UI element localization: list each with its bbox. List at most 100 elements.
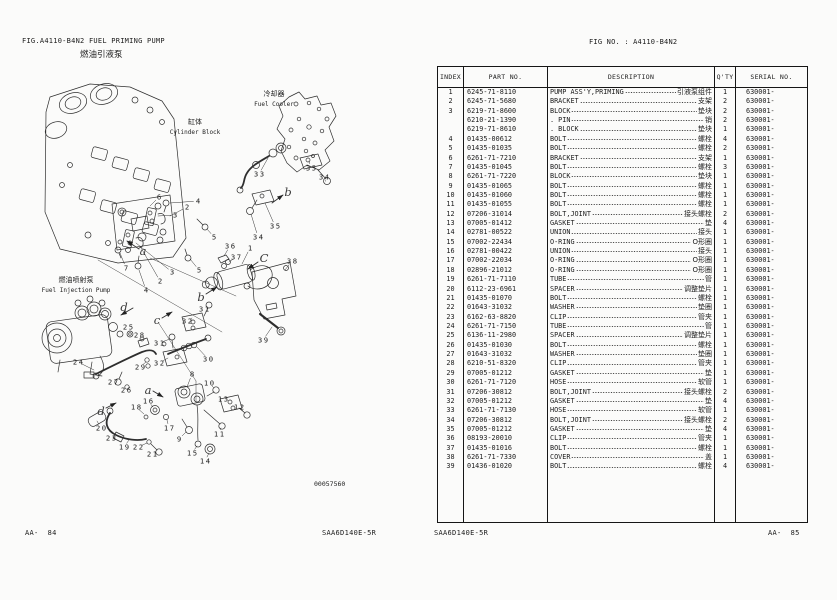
- part-callout: 32: [153, 358, 166, 368]
- leader-dots: [575, 425, 704, 435]
- description-cell: SPACER 调整垫片: [548, 284, 715, 294]
- leader-dots: [575, 266, 692, 275]
- part-callout: 2: [184, 202, 191, 212]
- header-qty: Q'TY: [715, 67, 736, 87]
- leader-dots: [567, 462, 697, 472]
- leader-dots: [567, 144, 697, 154]
- junction-art: [87, 383, 251, 456]
- table-row: 1 6245-71-8110 PUMP ASS'Y,PRIMING 引液泵组件 1 630…: [438, 88, 807, 98]
- part-callout: 3: [172, 210, 179, 220]
- description-cell: BOLT 螺栓: [548, 190, 715, 201]
- section-letter: d: [120, 300, 128, 314]
- table-row: 5 01435-01035 BOLT 螺栓 2 630001-: [438, 144, 807, 154]
- leader-dots: [567, 181, 697, 191]
- table-row: 15 07002-22434 O-RING O形圈 1 630001-: [438, 237, 807, 248]
- section-letter: c: [153, 313, 161, 327]
- description-cell: BLOCK 垫块: [548, 106, 715, 117]
- description-cell: HOSE 软管: [548, 378, 715, 388]
- table-row: 10 01435-01060 BOLT 螺栓 1 630001-: [438, 190, 807, 201]
- part-callout: 32: [181, 316, 194, 326]
- cylinder-block-label-en: Cylinder Block: [169, 128, 221, 136]
- table-row: 6219-71-8610. BLOCK 垫块 1 630001-: [438, 125, 807, 135]
- leader-dots: [567, 163, 697, 173]
- description-cell: O-RING O形圈: [548, 265, 715, 276]
- table-row: 6 6261-71-7210 BRACKET 支架 1 630001-: [438, 153, 807, 163]
- section-letter: a: [139, 244, 147, 258]
- description-cell: BOLT 螺栓: [548, 134, 715, 145]
- part-callout: 37: [230, 252, 243, 262]
- description-cell: UNION 接头: [548, 247, 715, 257]
- part-callout: 11: [213, 429, 226, 439]
- description-cell: BOLT 螺栓: [548, 162, 715, 173]
- part-callout: 23: [105, 433, 118, 443]
- leader-dots: [567, 406, 697, 416]
- plate-6-art: [111, 194, 176, 251]
- table-row: 24 6261-71-7150 TUBE 管 1 630001-: [438, 321, 807, 332]
- part-callout: 18: [130, 402, 143, 412]
- part-callout: 33: [253, 169, 266, 179]
- description-cell: UNION 接头: [548, 228, 715, 238]
- bracket-38-art: [251, 261, 297, 336]
- injection-pump-art: [41, 295, 124, 379]
- left-page-number: AA- 84: [25, 529, 57, 537]
- table-row: 29 07005-01212 GASKET 垫 1 630001-: [438, 368, 807, 379]
- header-part-no: PART NO.: [464, 67, 548, 87]
- part-callout: 35: [269, 221, 282, 231]
- leader-dots: [575, 331, 683, 341]
- description-cell: BOLT 螺栓: [548, 181, 715, 191]
- part-callout: 35: [305, 163, 318, 173]
- leader-dots: [567, 275, 704, 285]
- table-row: 39 01436-01020 BOLT 螺栓 4 630001-: [438, 462, 807, 472]
- part-callout: 22: [132, 442, 145, 452]
- description-cell: O-RING O形圈: [548, 256, 715, 266]
- description-cell: BOLT 螺栓: [548, 200, 715, 210]
- description-cell: COVER 盖: [548, 453, 715, 463]
- section-letter: d: [97, 404, 105, 418]
- part-callout: 1: [247, 243, 254, 253]
- part-callout: 30: [202, 354, 215, 364]
- leader-dots: [567, 191, 697, 201]
- description-cell: . BLOCK 垫块: [548, 125, 715, 135]
- figure-title-cn: 燃油引液泵: [80, 50, 123, 60]
- table-row: 21 01435-01070 BOLT 螺栓 1 630001-: [438, 293, 807, 304]
- table-row: 22 01643-31032 WASHER 垫圈 1 630001-: [438, 303, 807, 313]
- description-cell: BOLT,JOINT 接头螺栓: [548, 209, 715, 220]
- part-callout: 14: [199, 456, 212, 466]
- description-cell: GASKET 垫: [548, 396, 715, 407]
- description-cell: BOLT 螺栓: [548, 340, 715, 351]
- table-row: 11 01435-01055 BOLT 螺栓 1 630001-: [438, 200, 807, 210]
- leader-dots: [591, 415, 683, 425]
- leader-dots: [575, 237, 692, 247]
- table-row: 38 6261-71-7330 COVER 盖 1 630001-: [438, 453, 807, 463]
- part-callout: 34: [252, 232, 265, 242]
- table-row: 3 6219-71-8600 BLOCK 垫块 2 630001-: [438, 106, 807, 117]
- section-letter: a: [144, 383, 152, 397]
- part-callout: 24: [72, 357, 85, 367]
- leader-dots: [567, 134, 697, 144]
- description-cell: BOLT 螺栓: [548, 144, 715, 154]
- table-row: 20 6112-23-6961 SPACER 调整垫片 1 630001-: [438, 284, 807, 294]
- cylinder-block-label: 缸体 Cylinder Block: [168, 117, 222, 137]
- figure-title: FIG.A4110-B4N2 FUEL PRIMING PUMP: [22, 37, 165, 45]
- table-row: 6210-21-1390. PIN 销 2 630001-: [438, 116, 807, 126]
- description-cell: HOSE 软管: [548, 406, 715, 416]
- leader-dots: [579, 125, 697, 135]
- part-callout: 29: [134, 362, 147, 372]
- leader-dots: [567, 294, 697, 304]
- leader-dots: [575, 284, 683, 294]
- description-cell: SPACER 调整垫片: [548, 331, 715, 341]
- leader-dots: [571, 228, 697, 238]
- part-callout: 15: [186, 448, 199, 458]
- table-row: 36 08193-20010 CLIP 管夹 1 630001-: [438, 434, 807, 444]
- leader-dots: [571, 106, 697, 116]
- table-row: 17 07002-22034 O-RING O形圈 1 630001-: [438, 256, 807, 266]
- right-model-code: SAA6D140E-5R: [434, 529, 489, 537]
- leader-dots: [567, 340, 697, 350]
- part-callout: 6: [156, 192, 163, 202]
- part-callout: 21: [146, 449, 159, 459]
- table-row: 18 02896-21012 O-RING O形圈 1 630001-: [438, 265, 807, 276]
- leader-dots: [571, 116, 704, 126]
- table-row: 31 07206-30812 BOLT,JOINT 接头螺栓 2 630001-: [438, 387, 807, 397]
